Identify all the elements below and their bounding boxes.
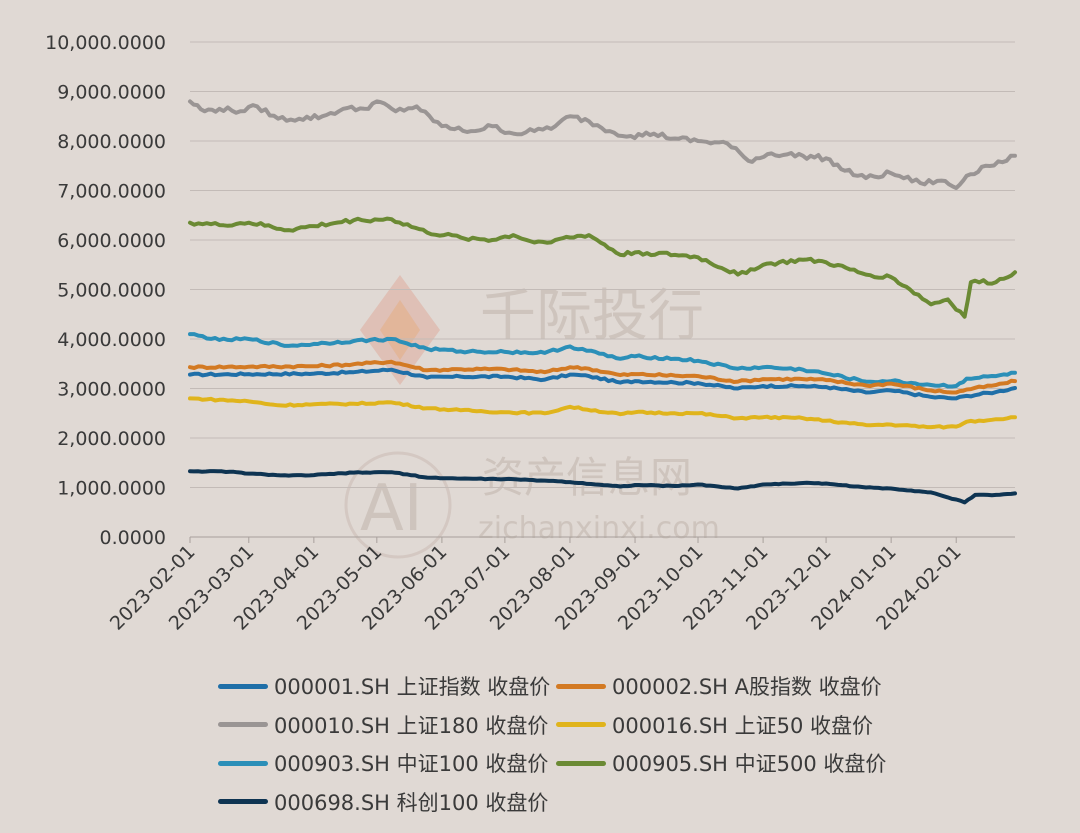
legend-item: 000002.SH A股指数 收盘价 [556, 668, 882, 704]
legend-item: 000001.SH 上证指数 收盘价 [218, 668, 550, 704]
legend-label: 000698.SH 科创100 收盘价 [274, 790, 549, 815]
line-chart: 千际投行 AI 资产信息网 zichanxinxi.com 0.0000 1,00… [45, 32, 1017, 635]
legend-item: 000016.SH 上证50 收盘价 [556, 707, 873, 743]
watermark-brand: 千际投行 [480, 284, 704, 349]
legend-label: 000002.SH A股指数 收盘价 [612, 675, 882, 699]
legend-label: 000905.SH 中证500 收盘价 [612, 752, 887, 776]
legend-swatch [556, 683, 606, 689]
watermark-logo: AI [360, 472, 423, 546]
series-line [188, 99, 1017, 190]
y-tick-label: 3,000.0000 [57, 379, 166, 401]
y-tick-label: 5,000.0000 [57, 280, 166, 302]
legend-label: 000010.SH 上证180 收盘价 [274, 713, 549, 738]
series-line [188, 469, 1017, 505]
y-tick-label: 8,000.0000 [57, 131, 166, 153]
legend-swatch [218, 760, 268, 766]
y-tick-label: 2,000.0000 [57, 428, 166, 450]
watermark-site-url: zichanxinxi.com [478, 511, 720, 546]
series-lines [188, 99, 1017, 505]
series-line [188, 396, 1017, 430]
legend-swatch [556, 722, 606, 727]
series-line [188, 332, 1017, 389]
y-tick-label: 6,000.0000 [57, 230, 166, 252]
x-axis-tick-labels: 2023-02-012023-03-012023-04-012023-05-01… [106, 537, 966, 635]
legend-item: 000698.SH 科创100 收盘价 [218, 784, 548, 820]
legend-item: 000903.SH 中证100 收盘价 [218, 745, 548, 781]
y-tick-label: 9,000.0000 [57, 82, 166, 104]
y-tick-label: 4,000.0000 [57, 329, 166, 351]
series-line [188, 359, 1017, 395]
legend-swatch [218, 799, 268, 804]
series-line [188, 216, 1017, 319]
legend-swatch [218, 683, 268, 689]
legend-item: 000010.SH 上证180 收盘价 [218, 707, 548, 743]
watermark: 千际投行 AI 资产信息网 zichanxinxi.com [344, 275, 720, 559]
y-axis-tick-labels: 0.0000 1,000.0000 2,000.0000 3,000.0000 4,00… [45, 32, 166, 549]
legend-label: 000001.SH 上证指数 收盘价 [274, 675, 551, 699]
y-tick-label: 10,000.0000 [45, 32, 166, 54]
legend-swatch [556, 760, 606, 766]
legend-label: 000903.SH 中证100 收盘价 [274, 752, 549, 776]
legend-swatch [218, 722, 268, 727]
series-line [188, 367, 1017, 401]
legend-item: 000905.SH 中证500 收盘价 [556, 745, 886, 781]
y-tick-label: 1,000.0000 [57, 478, 166, 500]
y-tick-label: 7,000.0000 [57, 181, 166, 203]
legend-label: 000016.SH 上证50 收盘价 [612, 713, 874, 738]
y-tick-label: 0.0000 [100, 527, 166, 549]
